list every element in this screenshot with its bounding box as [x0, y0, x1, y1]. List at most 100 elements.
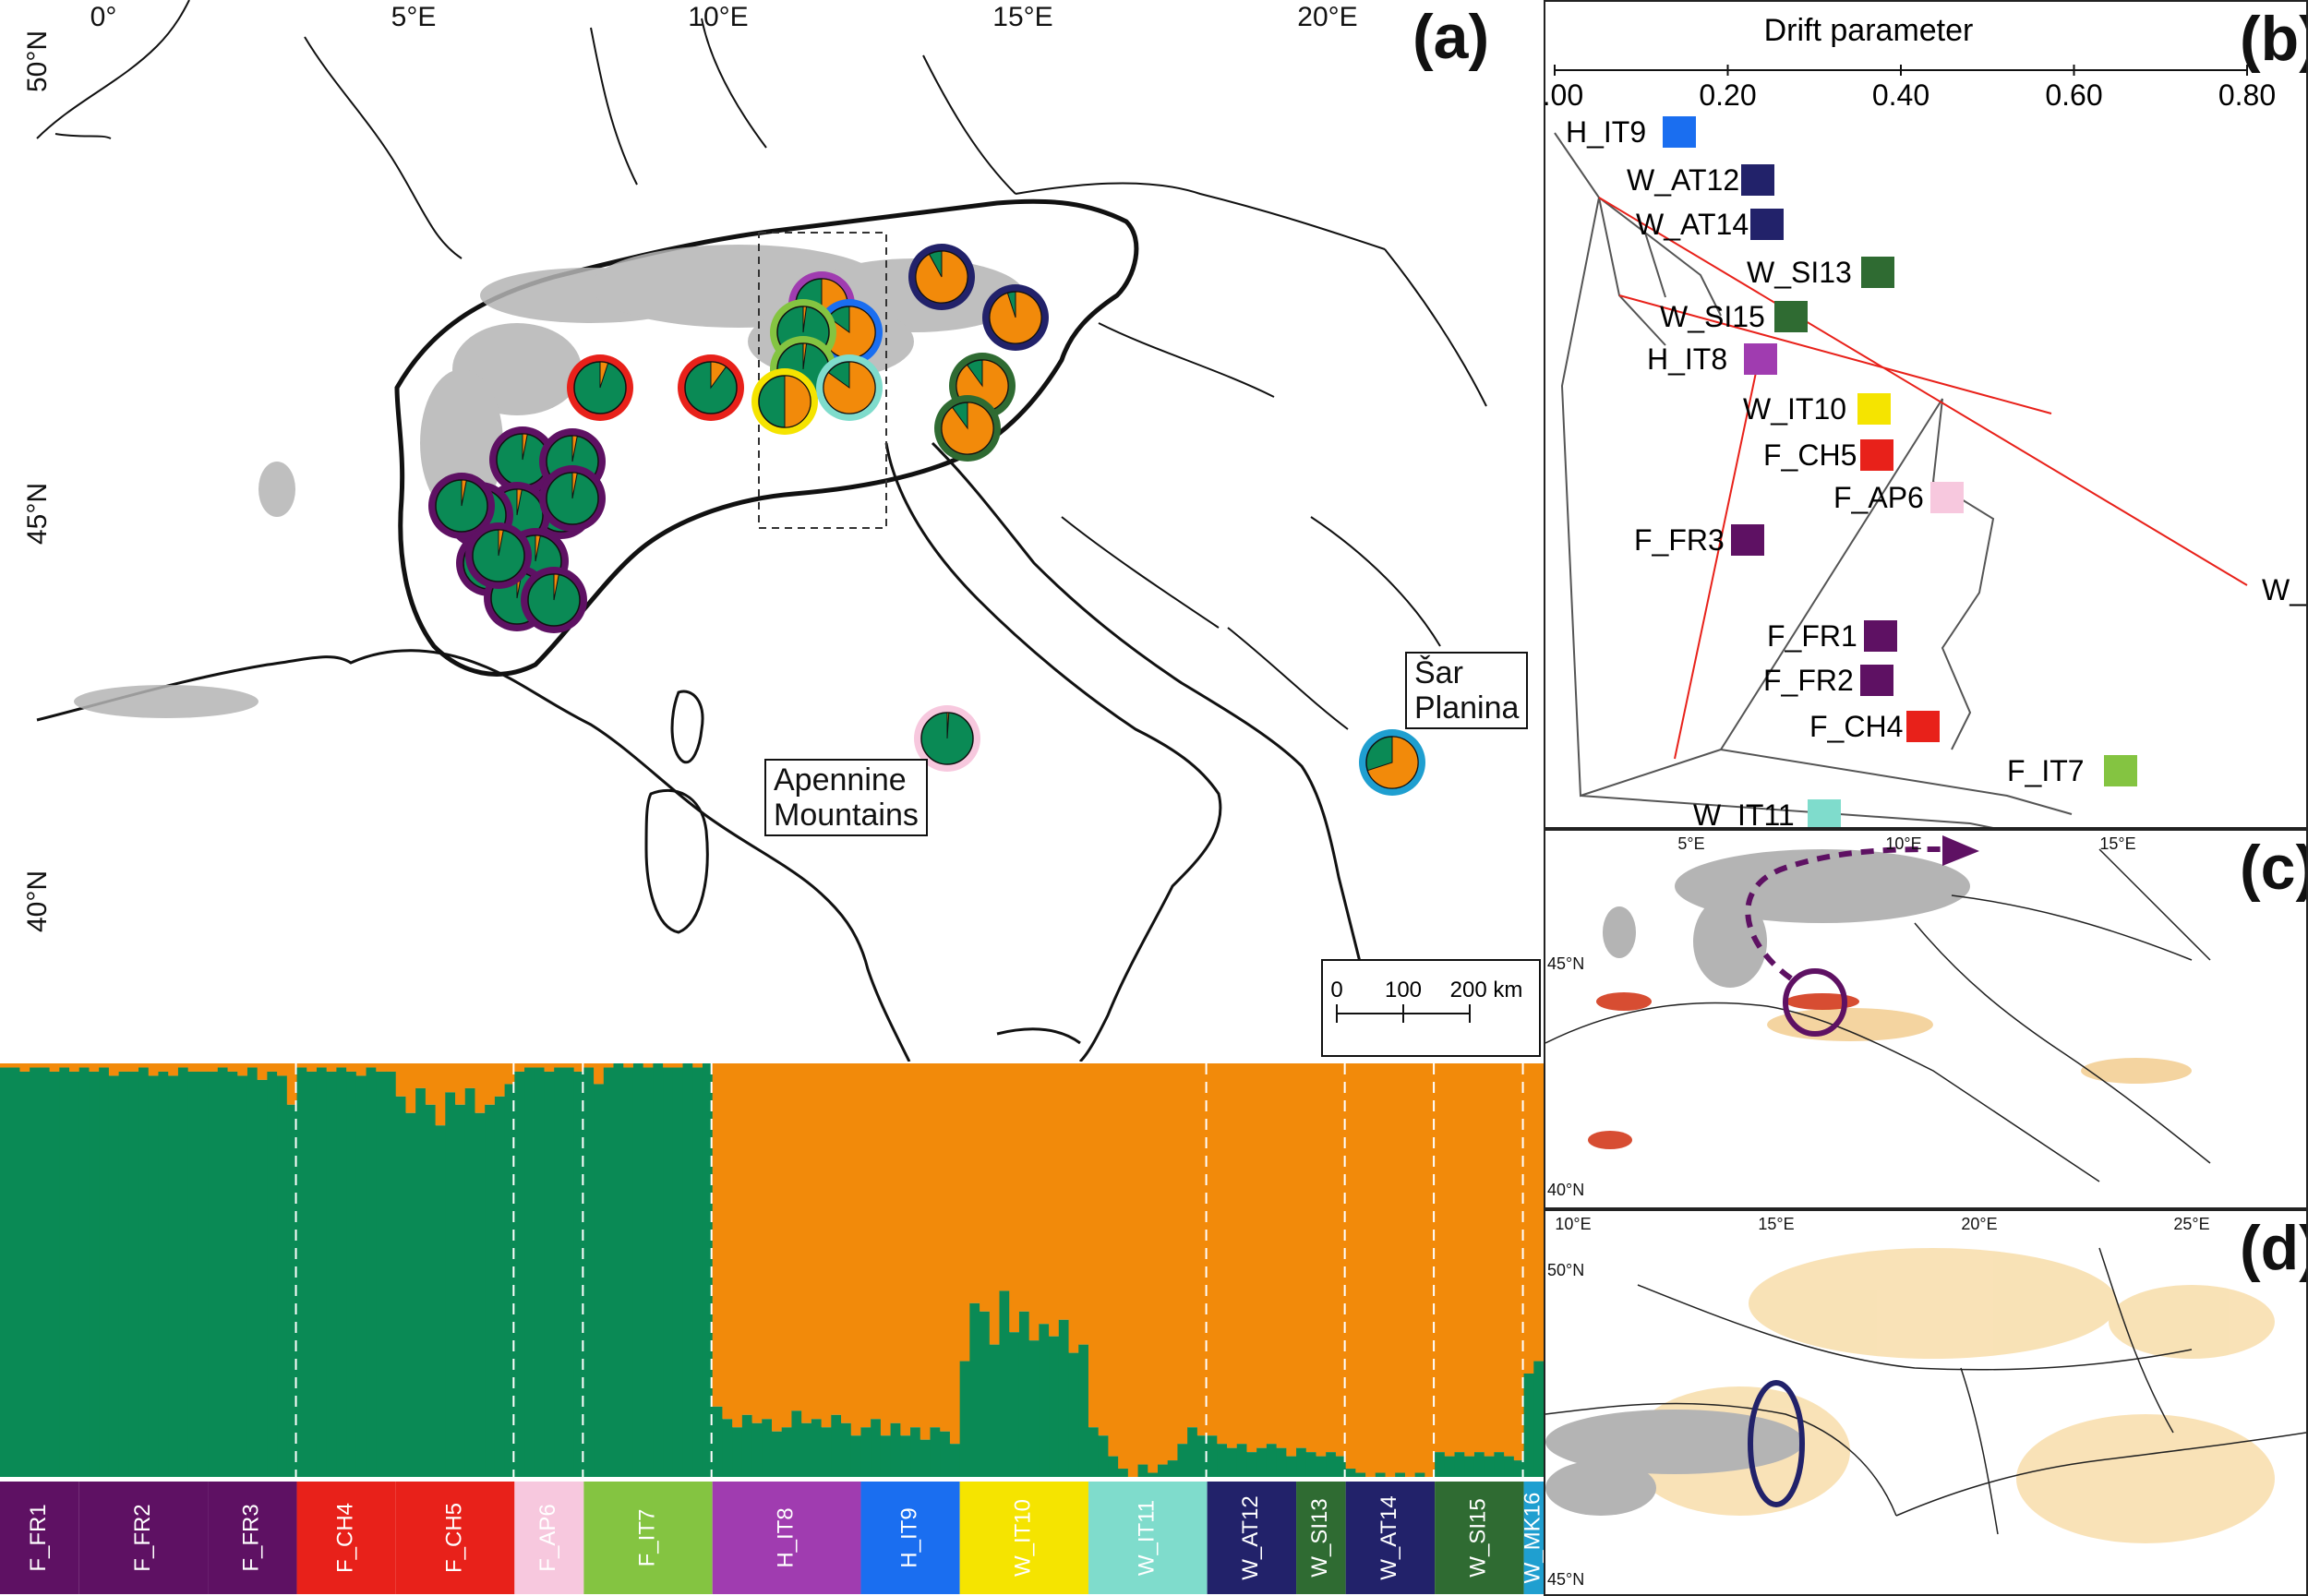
bar-orange [1484, 1063, 1495, 1457]
bar-green [573, 1071, 584, 1477]
tree-leaf-swatch [1930, 482, 1964, 513]
bar-green [1435, 1452, 1446, 1477]
bar-green [594, 1084, 605, 1477]
bar-orange [267, 1063, 278, 1072]
pop-label-block [1088, 1482, 1208, 1594]
bar-green [415, 1087, 427, 1477]
bar-green [1039, 1324, 1050, 1477]
tree-leaf-f_ch4: F_CH4 [1809, 710, 1903, 743]
bar-green [1148, 1472, 1159, 1477]
bar-orange [1108, 1063, 1119, 1457]
bar-orange [1039, 1063, 1050, 1325]
pop-label-block [1345, 1482, 1436, 1594]
bar-green [643, 1067, 654, 1477]
bar-green [949, 1444, 961, 1477]
bar-orange [1385, 1063, 1396, 1477]
bar-orange [148, 1063, 159, 1076]
pie-orange-f_ch5 [710, 361, 727, 390]
bar-orange [643, 1063, 654, 1068]
bar-orange [910, 1063, 921, 1428]
bar-green [1533, 1361, 1544, 1477]
pie-orange-f_ap6 [946, 712, 950, 739]
bar-orange [1375, 1063, 1387, 1473]
bar-orange [1276, 1063, 1287, 1448]
bar-green [1187, 1427, 1198, 1477]
bar-green [999, 1290, 1010, 1477]
bar-green [920, 1439, 931, 1477]
bar-green [1217, 1444, 1228, 1477]
bar-orange [850, 1063, 861, 1436]
bar-orange [326, 1063, 337, 1072]
bar-orange [425, 1063, 437, 1105]
bar-green [395, 1096, 406, 1477]
bar-orange [663, 1063, 674, 1068]
bar-green [198, 1071, 209, 1477]
bar-orange [1009, 1063, 1020, 1333]
bar-green [702, 1063, 714, 1477]
panel-d-label: (d) [2240, 1213, 2306, 1283]
pop-label-f_fr1: F_FR1 [26, 1504, 51, 1571]
bar-orange [514, 1063, 525, 1072]
bar-green [69, 1071, 80, 1477]
bar-green [603, 1067, 615, 1477]
pie-orange-f_fr [553, 573, 559, 601]
tree-leaf-f_fr1: F_FR1 [1767, 619, 1857, 653]
bar-green [1137, 1464, 1148, 1477]
bar-green [1305, 1452, 1316, 1477]
bar-green [1207, 1435, 1218, 1477]
bar-orange [712, 1063, 723, 1407]
bar-orange [930, 1063, 941, 1428]
tree-leaf-f_ch5: F_CH5 [1763, 438, 1857, 472]
bar-green [1018, 1311, 1030, 1477]
bar-orange [1028, 1063, 1040, 1341]
bar-orange [366, 1063, 377, 1068]
tree-tick-label: 0.00 [1545, 78, 1583, 112]
bar-green [1286, 1456, 1297, 1477]
bar-green [791, 1410, 802, 1477]
tree-tick-label: 0.60 [2045, 78, 2102, 112]
bar-orange [920, 1063, 931, 1440]
d-lat-50: 50°N [1547, 1261, 1584, 1279]
pop-label-block [514, 1482, 584, 1594]
tree-leaf-f_ap6: F_AP6 [1833, 481, 1924, 514]
d-lat-45: 45°N [1547, 1570, 1584, 1589]
pop-label-block [78, 1482, 209, 1594]
bar-green [30, 1067, 41, 1477]
pie-orange-f_it7 [802, 342, 808, 370]
bar-orange [1088, 1063, 1100, 1428]
bar-orange [623, 1063, 634, 1068]
bar-green [821, 1427, 832, 1477]
bar-orange [791, 1063, 802, 1411]
bar-orange [1296, 1063, 1307, 1448]
bar-green [286, 1104, 298, 1477]
tree-leaf-f_it7: F_IT7 [2007, 754, 2085, 787]
bar-orange [732, 1063, 743, 1428]
bar-green [751, 1422, 763, 1477]
bar-orange [1227, 1063, 1238, 1448]
bar-green [741, 1414, 753, 1477]
bar-orange [751, 1063, 763, 1423]
c-lon-10: 10°E [1885, 834, 1921, 853]
pop-label-f_ch5: F_CH5 [441, 1503, 466, 1573]
bar-orange [1187, 1063, 1198, 1428]
tree-leaf-swatch [1861, 257, 1894, 288]
bar-green [1068, 1352, 1079, 1477]
bar-green [692, 1067, 703, 1477]
bar-green [1326, 1452, 1337, 1477]
bar-orange [138, 1063, 150, 1068]
pie-orange-w_it10 [784, 375, 811, 428]
bar-green [980, 1311, 991, 1477]
bar-green [1009, 1332, 1020, 1477]
bar-green [1414, 1472, 1425, 1477]
bar-green [632, 1063, 644, 1477]
bar-green [118, 1071, 129, 1477]
bar-orange [1395, 1063, 1406, 1473]
bar-green [613, 1063, 624, 1477]
pop-label-w_mk16: W_MK16 [1521, 1493, 1544, 1584]
bar-green [1504, 1456, 1515, 1477]
bar-green [1028, 1340, 1040, 1477]
bar-green [1484, 1456, 1495, 1477]
bar-green [1246, 1452, 1257, 1477]
pie-orange-w_mk16 [1366, 736, 1419, 789]
bar-green [217, 1067, 229, 1477]
